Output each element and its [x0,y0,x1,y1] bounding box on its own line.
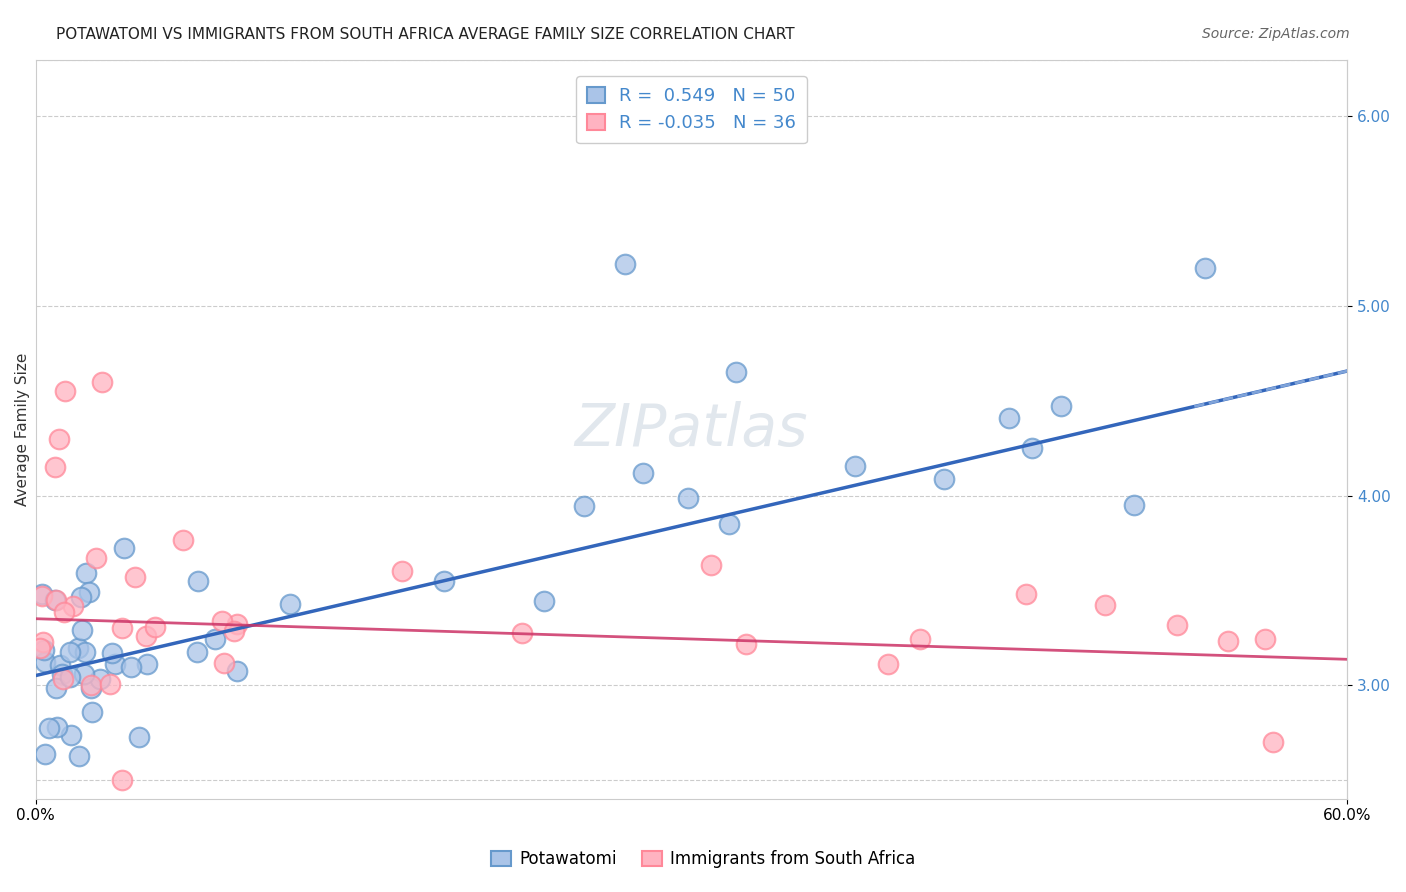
Point [1122,498,1144,512]
Point [135,657,157,672]
Point [70,590,93,604]
Point [31,589,53,603]
Point [735,637,758,651]
Point [572,499,595,513]
Point [66,640,89,655]
Point [998,410,1021,425]
Point [718,516,741,531]
Point [34,642,56,657]
Point [110,621,132,635]
Point [224,624,246,639]
Text: Source: ZipAtlas.com: Source: ZipAtlas.com [1202,27,1350,41]
Point [53,605,76,619]
Point [79,681,101,695]
Point [124,570,146,584]
Point [111,772,134,787]
Point [186,645,208,659]
Point [51,666,73,681]
Point [67,748,90,763]
Point [44,592,66,607]
Point [52,672,75,686]
Point [75,566,97,581]
Point [932,472,955,486]
Point [631,466,654,480]
Point [73,667,96,681]
Point [80,678,103,692]
Y-axis label: Average Family Size: Average Family Size [15,352,30,506]
Point [225,664,247,678]
Point [34,655,56,669]
Point [46,720,69,734]
Point [31,587,53,601]
Point [844,458,866,473]
Point [34,747,56,762]
Point [44,460,66,475]
Point [1254,632,1277,646]
Point [432,574,454,589]
Point [908,632,931,646]
Point [135,629,157,643]
Point [187,574,209,589]
Point [32,635,55,649]
Point [700,558,723,572]
Point [128,730,150,744]
Point [1094,599,1116,613]
Point [49,657,72,672]
Text: POTAWATOMI VS IMMIGRANTS FROM SOUTH AFRICA AVERAGE FAMILY SIZE CORRELATION CHART: POTAWATOMI VS IMMIGRANTS FROM SOUTH AFRI… [56,27,794,42]
Point [112,541,135,556]
Point [211,614,233,628]
Point [1050,400,1073,414]
Point [59,645,82,659]
Point [72,623,94,637]
Point [89,672,111,686]
Point [59,670,82,684]
Point [60,728,83,742]
Point [55,384,77,399]
Point [62,599,84,614]
Point [1166,618,1188,632]
Point [84,551,107,566]
Point [98,677,121,691]
Point [91,375,114,389]
Point [75,645,97,659]
Point [1218,633,1240,648]
Point [613,257,636,271]
Point [1194,261,1216,276]
Point [120,660,142,674]
Point [143,619,166,633]
Point [510,626,533,640]
Point [225,616,247,631]
Point [30,640,52,655]
Point [1261,735,1284,749]
Point [1015,587,1038,601]
Point [724,365,747,379]
Point [278,597,301,611]
Point [877,657,900,671]
Point [204,632,226,646]
Point [172,533,194,547]
Point [391,565,413,579]
Point [1021,441,1043,455]
Point [533,594,555,608]
Point [80,705,103,719]
Point [48,432,70,446]
Point [77,585,100,599]
Text: ZIPatlas: ZIPatlas [575,401,808,458]
Legend: R =  0.549   N = 50, R = -0.035   N = 36: R = 0.549 N = 50, R = -0.035 N = 36 [576,76,807,144]
Point [676,491,699,505]
Point [45,681,67,696]
Point [38,721,60,735]
Point [103,657,125,671]
Point [45,592,67,607]
Legend: Potawatomi, Immigrants from South Africa: Potawatomi, Immigrants from South Africa [484,844,922,875]
Point [101,646,124,660]
Point [214,656,236,670]
